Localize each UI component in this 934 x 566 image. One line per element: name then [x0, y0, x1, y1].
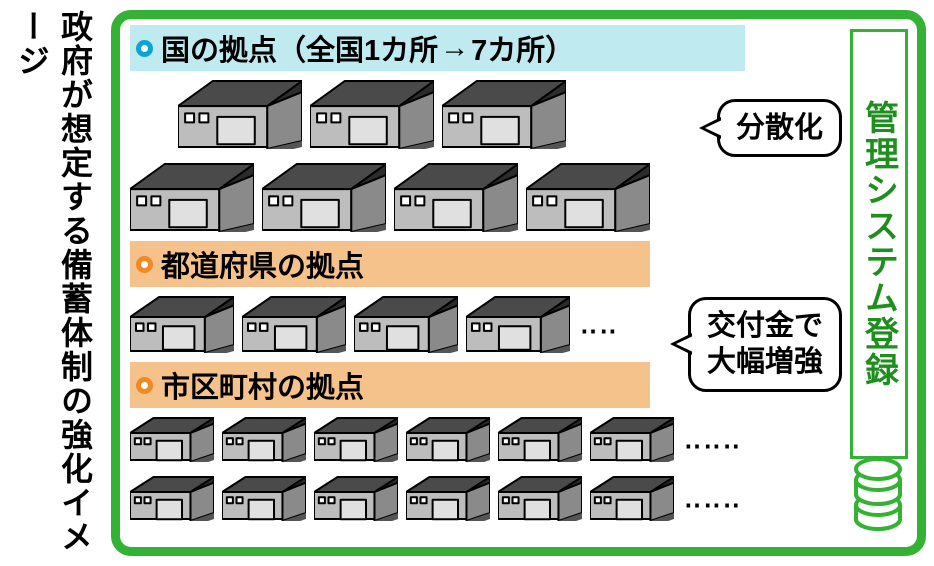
warehouse: [314, 471, 398, 526]
warehouse-icon: [526, 158, 650, 232]
warehouse-row: ‥‥‥: [130, 471, 838, 526]
section1-header: 国の拠点（全国1カ所 → 7カ所）: [130, 25, 745, 71]
bullet-icon: [136, 377, 153, 394]
warehouse: [590, 471, 674, 526]
warehouse: [466, 291, 570, 358]
warehouse-icon: [498, 471, 582, 521]
section3-header: 市区町村の拠点: [130, 362, 650, 408]
warehouse-icon: [310, 75, 434, 149]
warehouse-icon: [314, 471, 398, 521]
warehouse: [406, 412, 490, 467]
ellipsis: ‥‥‥: [684, 424, 742, 455]
warehouse-icon: [262, 158, 386, 232]
warehouse-icon: [590, 412, 674, 462]
warehouse: [178, 75, 302, 154]
section3-label: 市区町村の拠点: [161, 364, 364, 406]
database-icon: [852, 455, 904, 533]
warehouse-row: [130, 158, 838, 237]
warehouse-icon: [178, 75, 302, 149]
warehouse-icon: [222, 412, 306, 462]
content-area: 国の拠点（全国1カ所 → 7カ所）: [130, 25, 838, 541]
side-band: 管理システム登録: [850, 29, 908, 459]
warehouse-icon: [406, 412, 490, 462]
main-frame: 管理システム登録 国の拠点（全国1カ所 → 7カ所）: [111, 10, 926, 556]
warehouse: [590, 412, 674, 467]
warehouse-icon: [354, 291, 458, 353]
callout-decentralize: 分散化: [717, 99, 842, 157]
warehouse-icon: [498, 412, 582, 462]
warehouse: [222, 471, 306, 526]
warehouse-icon: [130, 471, 214, 521]
warehouse-icon: [130, 158, 254, 232]
warehouse-icon: [394, 158, 518, 232]
section-national: 国の拠点（全国1カ所 → 7カ所）: [130, 25, 838, 237]
warehouse: [314, 412, 398, 467]
warehouse: [130, 291, 234, 358]
warehouse-icon: [314, 412, 398, 462]
warehouse: [130, 471, 214, 526]
warehouse-icon: [130, 412, 214, 462]
section1-label-post: 7カ所）: [471, 27, 574, 69]
warehouse-icon: [130, 291, 234, 353]
warehouse-icon: [406, 471, 490, 521]
side-band-label: 管理システム登録: [855, 100, 904, 388]
warehouse-icon: [590, 471, 674, 521]
bullet-icon: [136, 256, 153, 273]
warehouse: [310, 75, 434, 154]
warehouse: [130, 412, 214, 467]
warehouse: [262, 158, 386, 237]
section2-label: 都道府県の拠点: [161, 243, 364, 285]
ellipsis: ‥‥: [580, 309, 619, 340]
warehouse: [354, 291, 458, 358]
section1-label-pre: 国の拠点（全国1カ所: [161, 27, 438, 69]
bullet-icon: [136, 40, 153, 57]
ellipsis: ‥‥‥: [684, 483, 742, 514]
warehouse: [130, 158, 254, 237]
warehouse-icon: [242, 291, 346, 353]
warehouse: [442, 75, 566, 154]
warehouse: [498, 412, 582, 467]
warehouse: [406, 471, 490, 526]
warehouse: [526, 158, 650, 237]
section2-header: 都道府県の拠点: [130, 241, 650, 287]
callout-grant: 交付金で大幅増強: [688, 297, 842, 392]
warehouse: [242, 291, 346, 358]
warehouse-row: ‥‥‥: [130, 412, 838, 467]
warehouse-icon: [222, 471, 306, 521]
diagram-title: 政府が想定する備蓄体制の強化イメージ: [8, 10, 96, 556]
arrow-icon: →: [440, 32, 469, 65]
warehouse: [498, 471, 582, 526]
warehouse: [394, 158, 518, 237]
warehouse-icon: [442, 75, 566, 149]
warehouse: [222, 412, 306, 467]
warehouse-icon: [466, 291, 570, 353]
